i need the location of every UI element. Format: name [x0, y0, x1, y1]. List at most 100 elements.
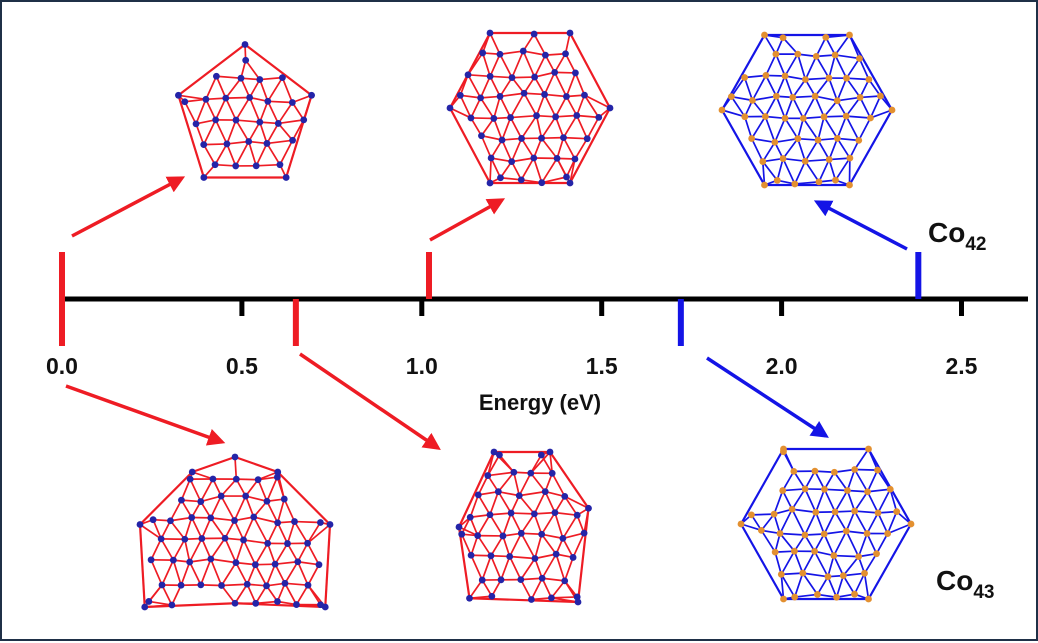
atom	[506, 553, 513, 560]
atom	[289, 137, 296, 144]
atom	[294, 558, 301, 565]
atom	[748, 511, 755, 518]
atom	[816, 178, 823, 185]
bond	[225, 538, 236, 562]
atom	[772, 549, 779, 556]
bond	[846, 116, 870, 118]
bond	[151, 560, 162, 585]
cluster-structure-co43-b	[456, 449, 592, 606]
bond	[278, 103, 292, 124]
atom	[274, 519, 281, 526]
bond	[471, 555, 482, 580]
atom	[212, 116, 219, 123]
atom	[148, 556, 155, 563]
atom	[272, 561, 279, 568]
atom	[233, 476, 240, 483]
bond	[575, 73, 584, 95]
atom	[877, 93, 884, 100]
bond	[766, 54, 776, 75]
bond	[490, 515, 503, 536]
atom	[867, 115, 874, 122]
bond	[481, 136, 491, 158]
bond	[846, 97, 860, 116]
atom	[789, 506, 796, 513]
atom	[527, 470, 534, 477]
bond	[173, 539, 184, 560]
bond	[295, 522, 308, 544]
bond	[260, 80, 268, 102]
bond	[834, 556, 859, 557]
atom	[563, 174, 570, 181]
atom	[864, 530, 871, 537]
atom	[178, 582, 185, 589]
bond	[521, 158, 533, 180]
bond	[192, 457, 235, 472]
bond	[815, 551, 828, 576]
bond	[566, 73, 575, 97]
bond	[795, 573, 803, 597]
atom	[834, 97, 841, 104]
bond	[843, 557, 858, 576]
atom	[141, 604, 148, 611]
atom	[802, 76, 809, 83]
atom	[778, 571, 785, 578]
bond	[236, 563, 247, 585]
bond	[860, 97, 870, 118]
bond	[284, 499, 294, 522]
bond	[145, 603, 235, 607]
bond	[563, 138, 574, 159]
bond	[488, 455, 500, 476]
atom	[552, 509, 559, 516]
atom	[855, 553, 862, 560]
atom	[782, 73, 789, 80]
bond	[249, 142, 256, 166]
bond	[170, 521, 184, 540]
bond	[511, 513, 534, 514]
atom	[466, 595, 473, 602]
bond	[503, 513, 511, 536]
bond	[244, 540, 268, 543]
bond	[250, 97, 260, 122]
bond	[482, 556, 491, 580]
atom	[581, 530, 588, 537]
atom	[495, 488, 502, 495]
bond	[577, 116, 587, 139]
atom	[178, 497, 185, 504]
bond	[483, 53, 490, 76]
atom	[864, 488, 871, 495]
bond	[855, 492, 868, 511]
bond	[255, 543, 267, 564]
atom	[212, 161, 219, 168]
bond	[805, 56, 816, 79]
bond	[268, 523, 278, 544]
bond	[766, 75, 776, 96]
atom	[832, 177, 839, 184]
atom	[264, 98, 271, 105]
bond	[816, 56, 829, 78]
atom	[447, 105, 454, 112]
bond	[816, 512, 824, 534]
atom	[487, 511, 494, 518]
atom	[812, 468, 819, 475]
atom	[843, 75, 850, 82]
bond	[535, 534, 542, 558]
atom	[197, 581, 204, 588]
atom	[193, 120, 200, 127]
atom	[549, 470, 556, 477]
bond	[185, 539, 190, 562]
atom	[541, 91, 548, 98]
atom	[908, 521, 915, 528]
atom	[213, 73, 220, 80]
atom	[563, 93, 570, 100]
atom	[275, 120, 282, 127]
bond	[798, 139, 805, 162]
bond	[478, 495, 490, 515]
atom	[305, 582, 312, 589]
atom	[826, 75, 833, 82]
atom	[542, 488, 549, 495]
atom	[821, 531, 828, 538]
atom	[758, 527, 765, 534]
atom	[308, 92, 315, 99]
atom	[561, 577, 568, 584]
atom	[846, 155, 853, 162]
